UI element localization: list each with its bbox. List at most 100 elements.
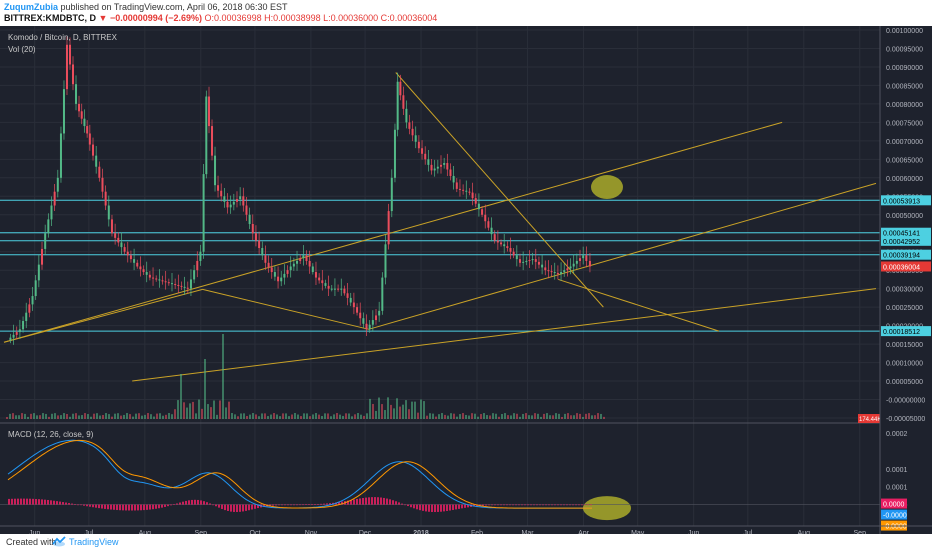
candle-body [299, 258, 302, 261]
macd-hist-bar [428, 504, 430, 512]
macd-hist-bar [512, 504, 514, 506]
candle-body [167, 282, 170, 284]
volume-bar [420, 399, 422, 419]
macd-hist-bar [74, 504, 76, 505]
volume-bar [492, 413, 494, 419]
volume-bar [378, 397, 380, 419]
volume-bar [12, 413, 14, 419]
candle-body [142, 269, 145, 273]
volume-bar [54, 413, 56, 419]
macd-hist-bar [149, 504, 151, 510]
candle-body [368, 324, 371, 330]
volume-bar [426, 415, 428, 419]
macd-hist-bar [434, 504, 436, 513]
candle-body [254, 233, 257, 241]
volume-bar [354, 414, 356, 419]
candle-body [248, 214, 251, 224]
volume-bar [552, 415, 554, 419]
volume-bar [264, 413, 266, 419]
author-link[interactable]: ZuqumZubia [4, 2, 58, 12]
candle-body [588, 260, 591, 267]
volume-bar [504, 413, 506, 419]
candle-body [371, 320, 374, 325]
volume-title: Vol (20) [8, 45, 36, 54]
level-tag [881, 326, 931, 337]
trend-lines [3, 72, 877, 382]
price-tick-label: 0.00095000 [886, 46, 923, 53]
candle-body [170, 283, 173, 285]
candle-body [318, 277, 321, 281]
macd-hist-bar [179, 502, 181, 505]
candle-body [34, 280, 37, 297]
macd-value-tag [881, 498, 907, 509]
macd-hist-bar [101, 504, 103, 509]
candle-body [277, 276, 280, 282]
volume-bar [273, 413, 275, 419]
price-tick-label: 0.00050000 [886, 213, 923, 220]
candle-body [129, 255, 132, 260]
tradingview-brand[interactable]: TradingView [69, 537, 119, 547]
candle-body [267, 262, 270, 268]
macd-hist-bar [116, 504, 118, 511]
volume-bar [486, 415, 488, 419]
volume-bar [324, 413, 326, 419]
volume-bar [315, 413, 317, 419]
candle-body [346, 293, 349, 298]
macd-hist-bar [572, 504, 574, 506]
volume-bar [168, 413, 170, 419]
candle-body [572, 263, 575, 267]
volume-bar [351, 416, 353, 419]
candle-body [314, 272, 317, 278]
volume-bar [591, 415, 593, 419]
macd-hist-bar [392, 500, 394, 505]
candle-body [123, 247, 126, 252]
chart-panel[interactable] [0, 26, 932, 534]
volume-bar [519, 416, 521, 419]
level-tag-label: 0.00042952 [883, 239, 920, 246]
price-chart[interactable]: 174.44K 0.001000000.000950000.000900000.… [0, 26, 932, 534]
macd-hist-bar [548, 504, 550, 506]
volume-bar [240, 413, 242, 419]
volume-bar [402, 404, 404, 419]
volume-bar [339, 414, 341, 419]
highlight-ellipse [590, 175, 623, 200]
candle-body [226, 201, 229, 208]
volume-bar [498, 416, 500, 419]
chart-header: ZuqumZubia published on TradingView.com,… [0, 0, 932, 26]
candle-body [296, 260, 299, 264]
volume-bar [411, 401, 413, 419]
volume-bar [561, 416, 563, 419]
volume-bar [450, 413, 452, 419]
volume-bar [174, 409, 176, 419]
macd-hist-bar [236, 504, 238, 513]
volume-bar [6, 417, 8, 419]
candle-body [62, 89, 65, 134]
volume-bar [447, 415, 449, 419]
volume-bar [216, 414, 218, 419]
candle-body [436, 166, 439, 169]
macd-hist-bar [506, 504, 508, 506]
candle-body [477, 203, 480, 210]
macd-hist-bar [410, 504, 412, 508]
volume-bar [138, 413, 140, 419]
volume-bar [222, 334, 224, 419]
price-tick-label: 0.00080000 [886, 102, 923, 109]
volume-bar [558, 413, 560, 419]
macd-hist-bar [254, 504, 256, 509]
candle-body [471, 192, 474, 199]
candle-body [56, 177, 59, 192]
macd-hist-bar [125, 504, 127, 511]
macd-hist-bar [581, 504, 583, 506]
candle-body [286, 270, 289, 274]
macd-hist-bar [251, 504, 253, 510]
volume-bar [579, 413, 581, 419]
candle-body [53, 191, 56, 206]
volume-bar [405, 400, 407, 419]
candle-body [387, 211, 390, 245]
macd-value-label: -0.0000 [883, 524, 907, 531]
volume-bar [108, 414, 110, 419]
candle-body [95, 155, 98, 167]
level-tag-label: 0.00039194 [883, 253, 920, 260]
volume-bar [456, 416, 458, 419]
volume-bar [363, 415, 365, 419]
